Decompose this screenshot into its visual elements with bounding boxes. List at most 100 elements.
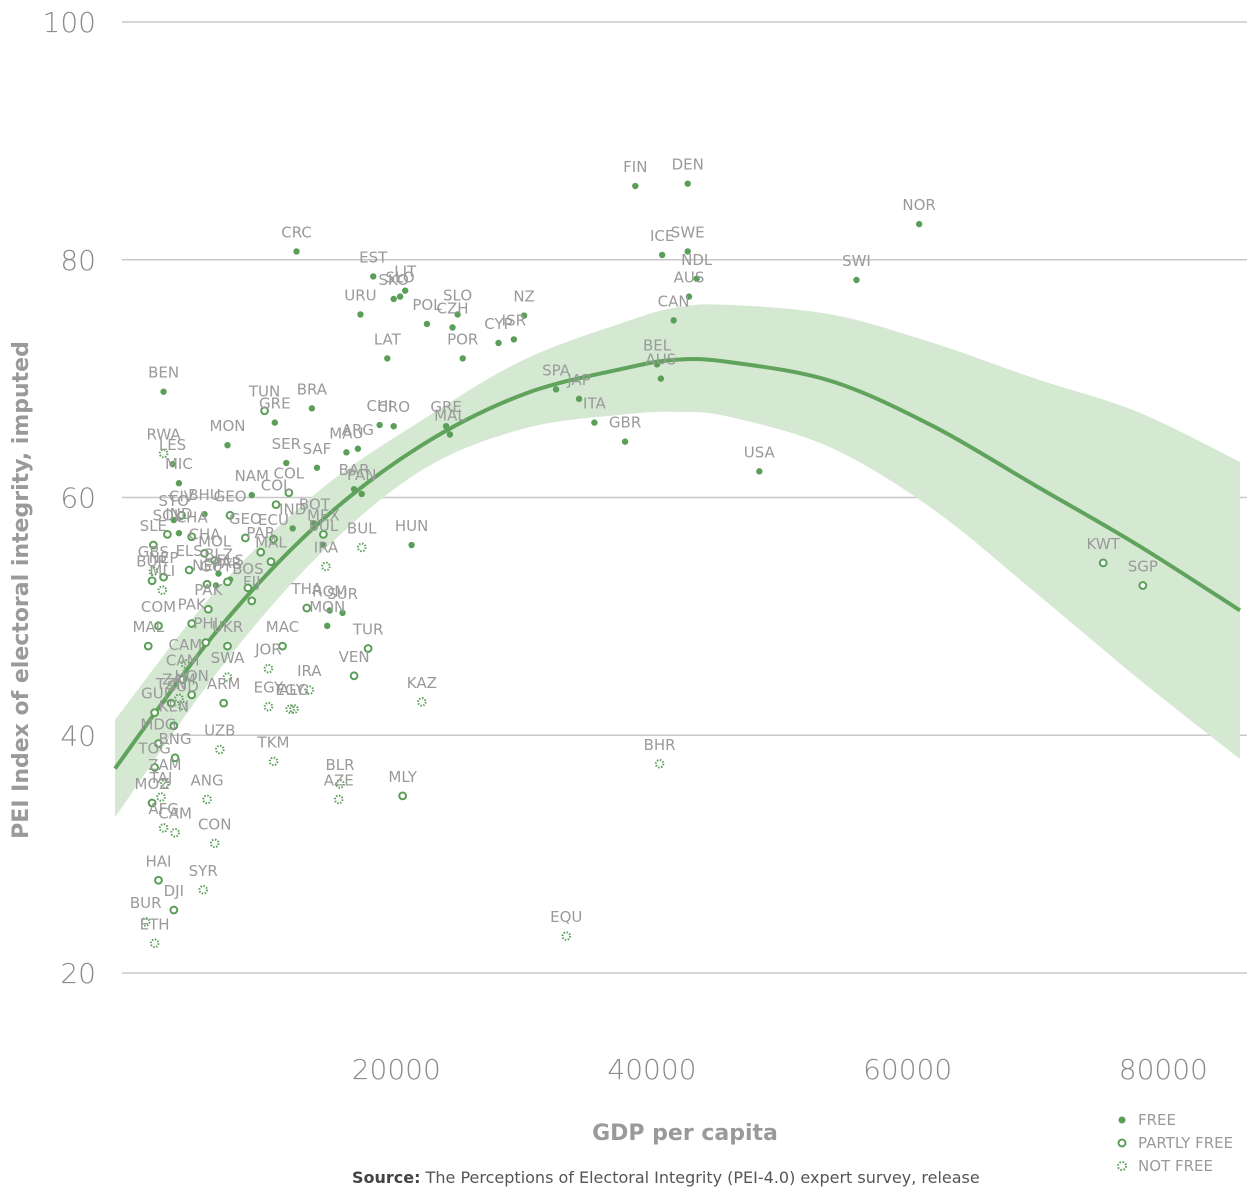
point-dotted: [263, 701, 274, 712]
point-label: MLI: [149, 562, 175, 580]
point-label: IRA: [297, 662, 322, 680]
point-label: SAF: [303, 440, 332, 458]
point-label: TOG: [137, 739, 171, 757]
point-label: CAN: [658, 292, 690, 310]
point-dotted: [156, 792, 166, 802]
point-label: EGY: [254, 679, 284, 697]
point-label: LES: [159, 436, 186, 454]
point-label: BRA: [297, 380, 328, 398]
point-free: [160, 388, 167, 395]
point-label: BOT: [299, 496, 331, 514]
point-label: IRA: [314, 538, 339, 556]
point-free: [201, 510, 208, 518]
point-label: BLZ: [204, 546, 233, 564]
point-label: PAK: [178, 596, 207, 614]
point-free: [384, 355, 391, 362]
point-free: [390, 422, 397, 430]
point-dotted: [268, 756, 279, 767]
legend-item-not-free: NOT FREE: [1116, 1154, 1233, 1177]
point-label: BAR: [339, 461, 370, 479]
point-label: ZAM: [148, 756, 181, 774]
point-label: BEL: [643, 336, 672, 354]
x-tick-label: 60000: [863, 1053, 952, 1086]
point-label: TKM: [257, 733, 290, 751]
point-free: [324, 622, 331, 630]
point-free: [621, 438, 629, 445]
partly-free-marker-icon: [1117, 1138, 1127, 1147]
point-free: [339, 609, 346, 617]
point-partly: [159, 572, 168, 582]
point-partly: [1098, 558, 1108, 568]
point-free: [357, 311, 364, 318]
x-tick-label: 80000: [1119, 1053, 1208, 1086]
point-label: CRO: [377, 398, 410, 416]
point-label: MAL: [434, 406, 466, 424]
point-label: EQU: [550, 908, 582, 926]
point-dotted: [174, 693, 184, 704]
point-label: TAJ: [149, 769, 173, 787]
point-free: [495, 339, 502, 347]
point-partly: [284, 488, 294, 498]
point-label: BUL: [347, 519, 377, 537]
source-note: Source: The Perceptions of Electoral Int…: [352, 1168, 980, 1187]
point-free: [446, 431, 454, 438]
point-label: TUN: [248, 383, 280, 401]
point-label: MAL: [255, 534, 287, 552]
point-partly: [201, 638, 211, 647]
point-label: LIT: [394, 263, 417, 281]
point-free: [354, 445, 362, 452]
point-free: [575, 395, 583, 403]
point-label: PHI: [193, 615, 218, 633]
point-label: HAI: [145, 852, 171, 870]
point-partly: [349, 671, 359, 681]
point-label: MIC: [165, 455, 193, 473]
point-label: USA: [744, 443, 776, 461]
point-dotted: [180, 659, 191, 669]
point-label: NAM: [235, 467, 269, 485]
point-partly: [398, 791, 408, 801]
point-partly: [271, 500, 281, 510]
point-label: ETH: [140, 915, 170, 933]
point-label: DJI: [164, 882, 184, 900]
point-partly: [223, 577, 232, 587]
x-tick-label: 40000: [607, 1053, 696, 1086]
y-tick-label: 40: [60, 719, 96, 752]
confidence-band-area: [115, 304, 1240, 818]
point-free: [756, 468, 763, 475]
point-label: EST: [359, 248, 388, 266]
point-free: [212, 582, 220, 589]
point-free: [376, 421, 383, 429]
point-free: [215, 570, 222, 577]
free-marker-icon: [1118, 1116, 1126, 1123]
point-free: [169, 461, 176, 468]
point-partly: [169, 905, 179, 915]
point-label: ROM: [312, 582, 347, 600]
point-dotted: [335, 779, 345, 789]
point-partly: [260, 406, 269, 416]
point-free: [175, 529, 183, 537]
point-free: [313, 464, 321, 471]
point-label: LAT: [374, 330, 402, 348]
point-label: SYR: [189, 862, 218, 880]
y-axis-title: PEI Index of electoral integrity, impute…: [9, 341, 34, 839]
point-label: JOR: [254, 641, 282, 659]
point-label: GRE: [430, 398, 462, 416]
point-label: MON: [210, 417, 246, 435]
point-dotted: [177, 700, 188, 711]
point-label: CIV: [169, 487, 195, 505]
data-points: [140, 180, 1148, 949]
point-partly: [166, 698, 176, 708]
point-label: FIJ: [243, 573, 260, 591]
point-label: CRC: [281, 223, 312, 241]
point-partly: [318, 529, 328, 539]
point-label: ICE: [650, 227, 674, 245]
point-free: [552, 386, 560, 393]
y-tick-label: 60: [60, 482, 96, 515]
point-label: SGP: [1128, 557, 1158, 575]
point-label: TZN: [155, 675, 187, 693]
point-partly: [150, 762, 160, 772]
point-label: DEN: [672, 156, 704, 174]
legend-label-partly-free: PARTLY FREE: [1138, 1133, 1234, 1152]
point-free: [350, 485, 358, 493]
